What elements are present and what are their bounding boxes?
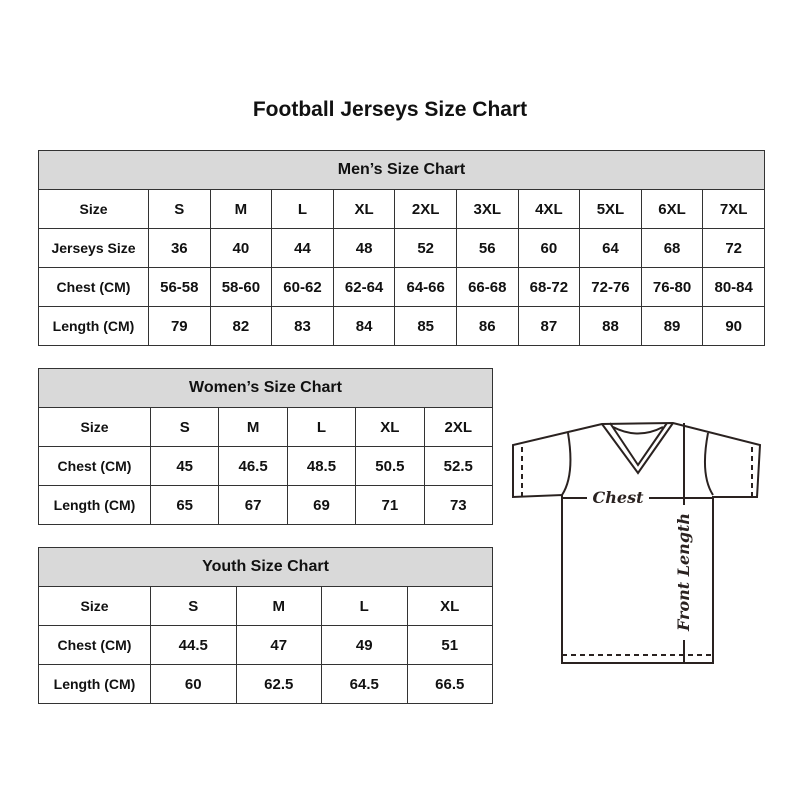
table-cell: S (150, 586, 237, 626)
table-cell: 73 (423, 485, 494, 525)
table-cell: L (321, 586, 408, 626)
table-cell: L (271, 189, 334, 229)
table-cell: 71 (355, 485, 425, 525)
table-cell: 62-64 (332, 267, 396, 307)
row-label: Jerseys Size (38, 228, 149, 268)
table-row: Length (CM) 65 67 69 71 73 (38, 485, 494, 525)
table-cell: 72-76 (579, 267, 642, 307)
table-cell: 44.5 (150, 625, 237, 665)
table-cell: 44 (271, 228, 334, 268)
table-cell: 2XL (423, 407, 494, 447)
table-heading: Youth Size Chart (38, 547, 493, 587)
table-cell: 82 (209, 306, 273, 346)
row-label: Length (CM) (38, 664, 151, 704)
table-cell: 48.5 (286, 446, 357, 486)
table-cell: 68-72 (517, 267, 581, 307)
row-label: Chest (CM) (38, 625, 151, 665)
row-label: Size (38, 586, 151, 626)
table-cell: 76-80 (640, 267, 704, 307)
table-cell: 45 (149, 446, 220, 486)
jersey-outline (512, 421, 762, 664)
table-cell: 5XL (579, 189, 642, 229)
table-cell: 88 (579, 306, 642, 346)
table-cell: 66.5 (406, 664, 493, 704)
table-cell: M (218, 407, 288, 447)
table-cell: 48 (332, 228, 396, 268)
table-cell: 79 (148, 306, 211, 346)
table-cell: L (286, 407, 357, 447)
table-cell: XL (332, 189, 396, 229)
table-cell: 66-68 (455, 267, 519, 307)
table-row: Chest (CM) 45 46.5 48.5 50.5 52.5 (38, 446, 494, 486)
table-cell: 60-62 (271, 267, 334, 307)
table-row: Size S M L XL (38, 586, 493, 626)
row-label: Length (CM) (38, 485, 151, 525)
table-heading: Men’s Size Chart (38, 150, 765, 190)
mens-size-table: Men’s Size Chart Size S M L XL 2XL 3XL 4XL 5XL 6XL… (38, 150, 765, 346)
table-cell: 64.5 (321, 664, 408, 704)
table-cell: 65 (149, 485, 220, 525)
table-cell: 7XL (702, 189, 765, 229)
table-cell: 49 (321, 625, 408, 665)
front-length-label: Front Length (674, 513, 693, 632)
table-cell: 60 (150, 664, 237, 704)
row-label: Length (CM) (38, 306, 149, 346)
table-cell: 51 (406, 625, 493, 665)
row-label: Chest (CM) (38, 446, 151, 486)
table-cell: 47 (235, 625, 322, 665)
table-cell: 87 (517, 306, 581, 346)
table-cell: 80-84 (702, 267, 765, 307)
table-cell: 6XL (640, 189, 704, 229)
table-cell: 68 (640, 228, 704, 268)
collar (601, 422, 674, 475)
row-label: Size (38, 189, 149, 229)
table-cell: 60 (517, 228, 581, 268)
table-cell: 36 (148, 228, 211, 268)
table-cell: 52.5 (423, 446, 494, 486)
table-cell: 56-58 (148, 267, 211, 307)
table-row: Chest (CM) 44.5 47 49 51 (38, 625, 493, 665)
table-cell: 86 (455, 306, 519, 346)
row-label: Size (38, 407, 151, 447)
table-row: Length (CM) 79 82 83 84 85 86 87 88 89 90 (38, 306, 765, 346)
chest-label: Chest (593, 488, 645, 507)
table-cell: 40 (209, 228, 273, 268)
table-row: Jerseys Size 36 40 44 48 52 56 60 64 68 72 (38, 228, 765, 268)
table-cell: 85 (394, 306, 457, 346)
table-cell: 62.5 (235, 664, 322, 704)
page-title: Football Jerseys Size Chart (252, 98, 528, 121)
table-cell: 50.5 (355, 446, 425, 486)
table-cell: 90 (702, 306, 765, 346)
table-cell: 84 (332, 306, 396, 346)
table-cell: 67 (218, 485, 288, 525)
table-row: Length (CM) 60 62.5 64.5 66.5 (38, 664, 493, 704)
womens-size-table: Women’s Size Chart Size S M L XL 2XL Chest (CM)… (38, 368, 494, 525)
youth-size-table: Youth Size Chart Size S M L XL Chest (CM) 44.5 4… (38, 547, 493, 704)
table-cell: M (235, 586, 322, 626)
table-heading: Women’s Size Chart (38, 368, 493, 408)
table-row: Size S M L XL 2XL (38, 407, 494, 447)
table-cell: XL (355, 407, 425, 447)
table-row: Size S M L XL 2XL 3XL 4XL 5XL 6XL 7XL (38, 189, 765, 229)
table-cell: 69 (286, 485, 357, 525)
